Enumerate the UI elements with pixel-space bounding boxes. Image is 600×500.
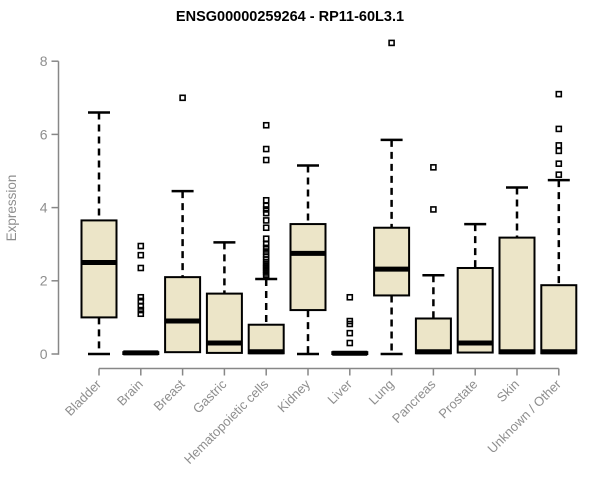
x-tick-label: Gastric xyxy=(190,376,230,416)
box-iqr xyxy=(80,219,118,319)
outlier-point xyxy=(137,310,145,318)
outlier-point xyxy=(262,224,270,232)
boxplot-breast xyxy=(164,94,202,354)
boxplot-series xyxy=(80,39,578,356)
outlier-point xyxy=(555,147,563,155)
y-tick-label: 8 xyxy=(40,53,48,69)
outlier-point xyxy=(262,217,270,224)
outlier-point xyxy=(555,160,563,167)
y-tick-label: 0 xyxy=(40,346,48,362)
box-iqr xyxy=(498,236,536,355)
outlier-point xyxy=(262,272,270,279)
y-tick-label: 2 xyxy=(40,273,48,289)
outlier-point xyxy=(346,293,354,301)
outlier-point xyxy=(262,145,270,153)
y-axis-label: Expression xyxy=(4,175,19,242)
boxplot-liver xyxy=(331,293,369,356)
outlier-point xyxy=(262,206,270,213)
outlier-point xyxy=(388,39,395,47)
x-tick-label: Brain xyxy=(114,377,146,409)
box-iqr xyxy=(373,226,411,297)
box-iqr xyxy=(414,317,452,355)
outlier-point xyxy=(262,202,270,210)
y-tick-label: 4 xyxy=(40,200,48,216)
outlier-point xyxy=(262,235,270,243)
outlier-point xyxy=(137,264,145,272)
boxplot-pancreas xyxy=(414,164,452,355)
boxplot-lung xyxy=(373,39,411,356)
outlier-point xyxy=(555,142,563,149)
outlier-point xyxy=(262,196,270,204)
boxplot-gastric xyxy=(205,241,243,354)
boxplot-bladder xyxy=(80,111,118,356)
y-tick-label: 6 xyxy=(40,126,48,142)
box-iqr xyxy=(540,284,578,355)
box-iqr xyxy=(289,223,327,312)
outlier-point xyxy=(262,244,270,252)
box-iqr xyxy=(456,266,494,354)
x-tick-label: Breast xyxy=(151,376,188,413)
outlier-point xyxy=(346,339,354,347)
chart-title: ENSG00000259264 - RP11-60L3.1 xyxy=(176,9,404,25)
outlier-point xyxy=(555,171,563,178)
x-tick-label: Pancreas xyxy=(389,376,439,426)
outlier-point xyxy=(262,121,270,129)
outlier-point xyxy=(430,164,437,171)
x-tick-label: Lung xyxy=(366,377,397,408)
outlier-point xyxy=(430,206,437,213)
outlier-point xyxy=(555,125,563,133)
x-tick-label: Kidney xyxy=(274,376,313,415)
box-iqr xyxy=(247,323,285,355)
boxplot-brain xyxy=(122,242,160,356)
outlier-point xyxy=(262,156,270,164)
x-tick-label: Unknown / Other xyxy=(484,376,564,456)
outlier-point xyxy=(137,303,145,310)
outlier-point xyxy=(262,209,270,217)
outlier-point xyxy=(137,293,145,301)
x-tick-label: Prostate xyxy=(435,377,480,422)
outlier-point xyxy=(262,240,270,248)
x-tick-label: Bladder xyxy=(62,376,105,419)
outlier-point xyxy=(137,297,145,305)
boxplot-skin xyxy=(498,186,536,355)
outlier-point xyxy=(137,306,145,314)
outlier-point xyxy=(346,320,354,328)
x-tick-label: Liver xyxy=(324,376,355,407)
boxplot-prostate xyxy=(456,222,494,354)
outlier-point xyxy=(346,329,354,337)
outlier-point xyxy=(179,94,186,102)
outlier-point xyxy=(555,90,563,98)
x-tick-label: Skin xyxy=(494,377,522,405)
box-iqr xyxy=(164,276,202,354)
outlier-point xyxy=(137,251,145,259)
boxplot-unknown-other xyxy=(540,90,578,355)
outlier-point xyxy=(137,242,145,250)
boxplot-hematopoietic-cells xyxy=(247,121,285,355)
boxplot-kidney xyxy=(289,164,327,356)
